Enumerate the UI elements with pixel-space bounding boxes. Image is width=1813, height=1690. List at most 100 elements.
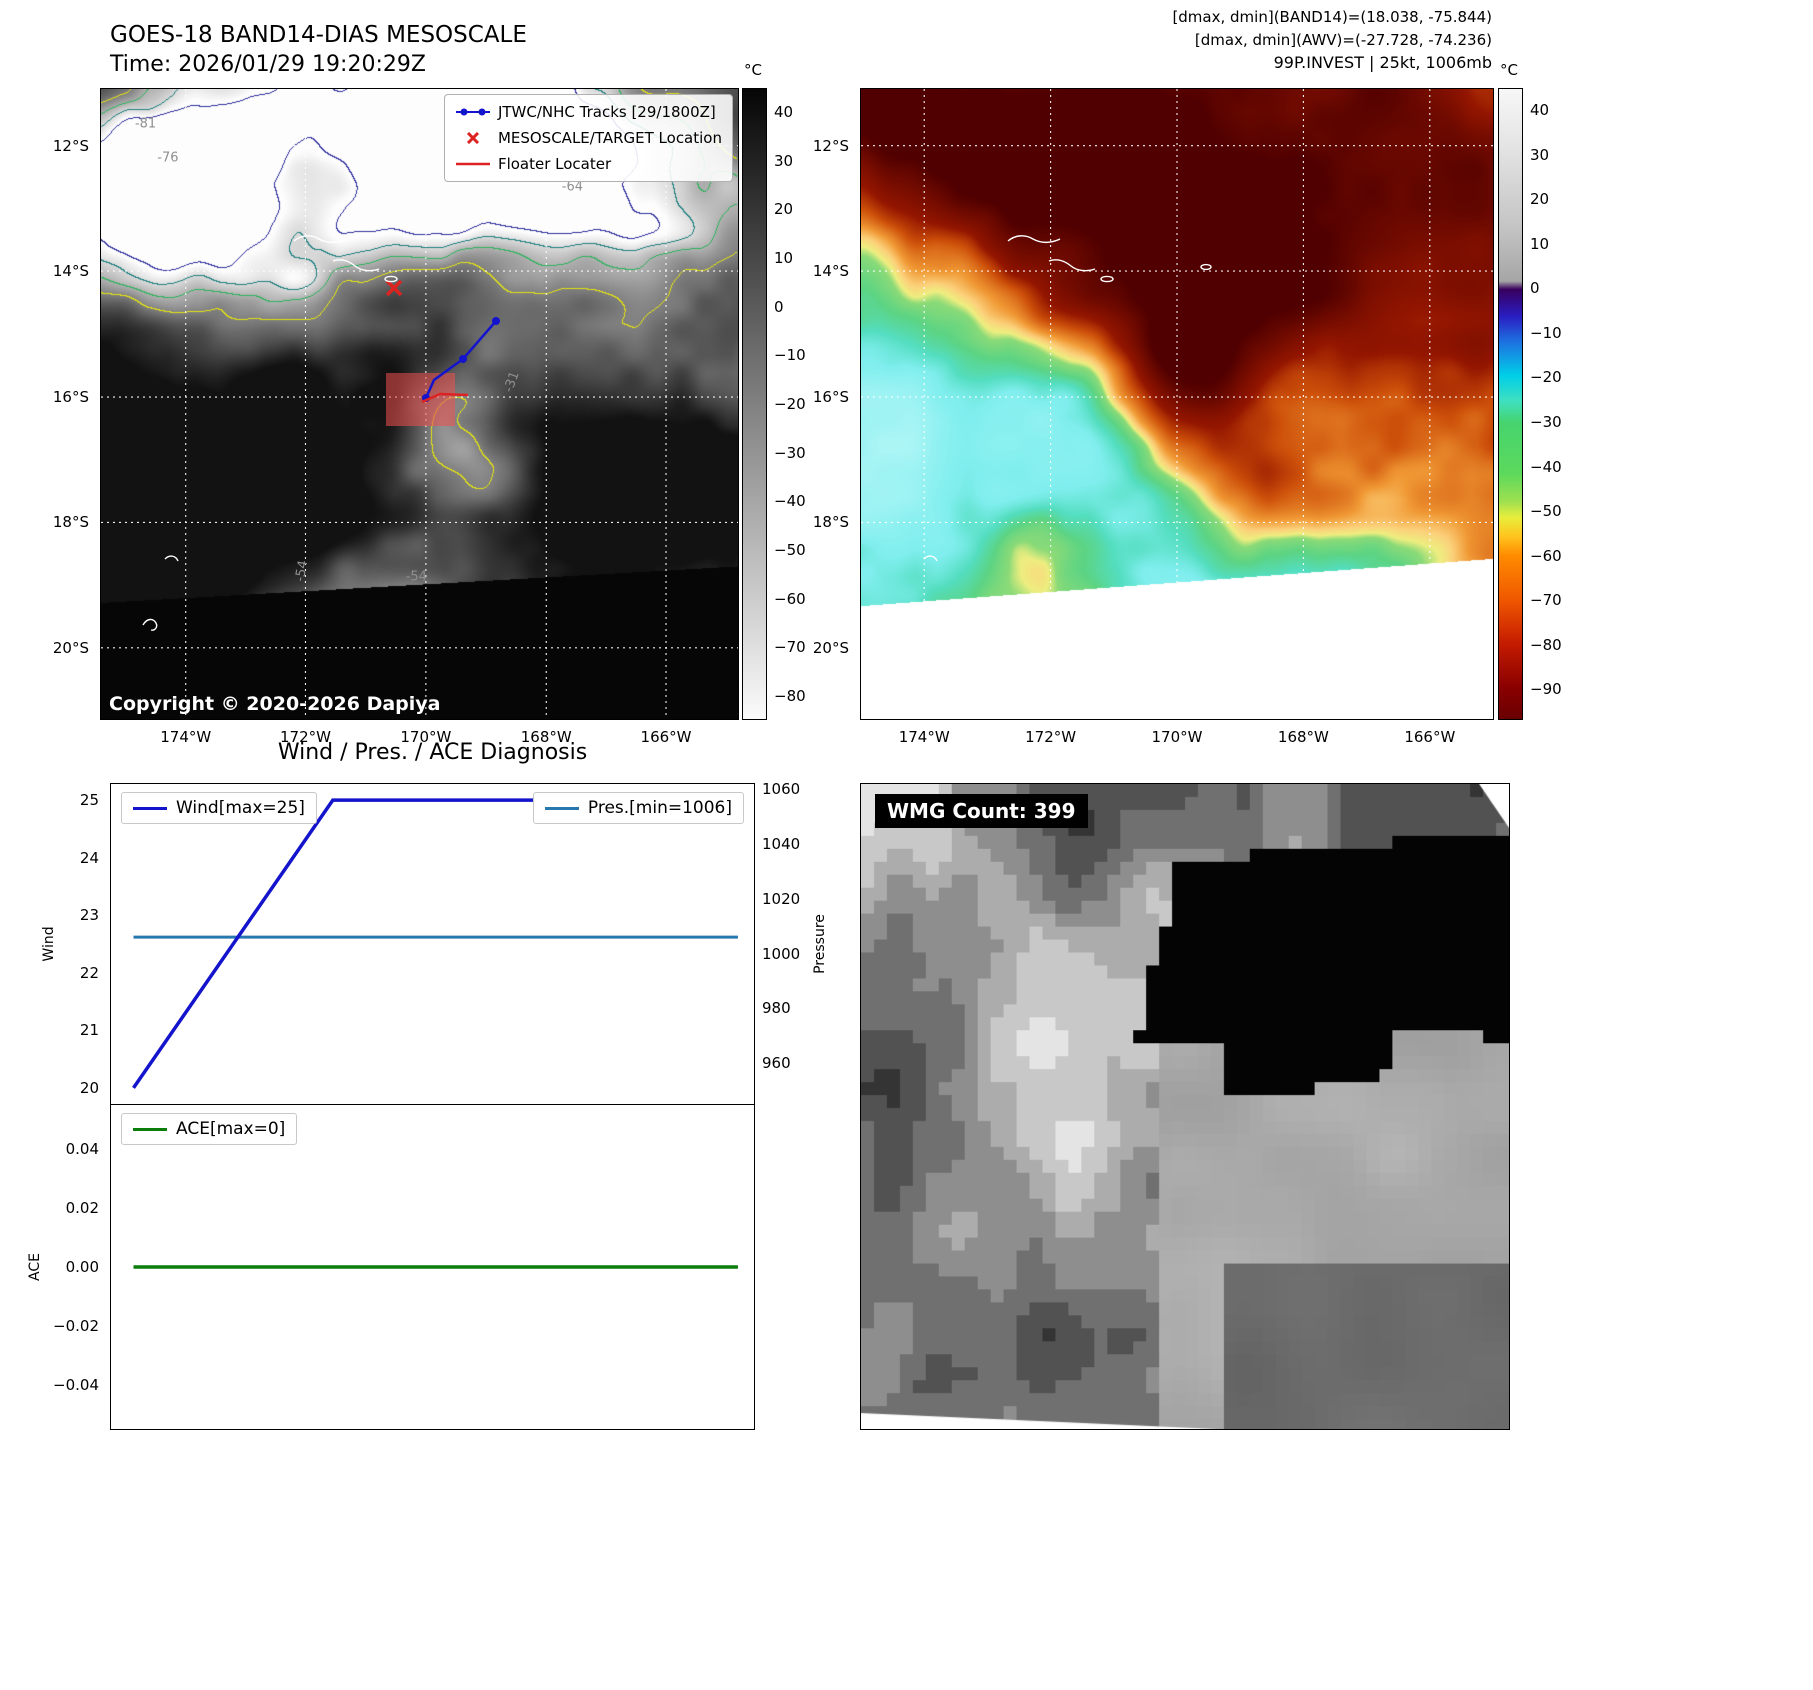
- awv-header: [dmax, dmin](BAND14)=(18.038, -75.844) […: [1172, 6, 1492, 75]
- legend-target-label: MESOSCALE/TARGET Location: [497, 129, 722, 147]
- coastline-outlines: [142, 235, 398, 631]
- colorbar-tick-label: −90: [1530, 680, 1562, 699]
- lon-tick-label: 170°W: [400, 728, 452, 746]
- ace-line-swatch: [133, 1127, 167, 1131]
- lon-tick-label: 174°W: [898, 728, 950, 746]
- legend-row-target: MESOSCALE/TARGET Location: [455, 129, 722, 147]
- wind-pressure-series: [111, 784, 754, 1104]
- colorbar-tick-label: 20: [774, 200, 794, 219]
- band14-legend: JTWC/NHC Tracks [29/1800Z] MESOSCALE/TAR…: [443, 94, 733, 182]
- colorbar-tick-label: −30: [774, 443, 806, 462]
- pressure-tick-label: 1020: [762, 889, 801, 908]
- colorbar-tick-label: −70: [1530, 591, 1562, 610]
- lon-tick-label: 172°W: [1025, 728, 1077, 746]
- awv-colorbar-gradient: [1498, 88, 1523, 720]
- legend-row-floater: Floater Locater: [455, 155, 722, 173]
- pressure-legend: Pres.[min=1006]: [532, 792, 744, 824]
- pressure-tick-label: 1060: [762, 780, 801, 799]
- storm-status-text: 99P.INVEST | 25kt, 1006mb: [1273, 53, 1492, 72]
- pressure-legend-label: Pres.[min=1006]: [587, 798, 732, 818]
- colorbar-tick-label: −40: [1530, 457, 1562, 476]
- colorbar-tick-label: −80: [1530, 635, 1562, 654]
- lon-tick-label: 168°W: [520, 728, 572, 746]
- lat-tick-label: 18°S: [52, 513, 89, 532]
- ace-legend-label: ACE[max=0]: [176, 1119, 286, 1139]
- legend-floater-line-icon: [455, 162, 490, 166]
- wind-legend-label: Wind[max=25]: [176, 798, 305, 818]
- colorbar-tick-label: −60: [774, 589, 806, 608]
- awv-minmax-text: [dmax, dmin](AWV)=(-27.728, -74.236): [1194, 30, 1492, 49]
- colorbar-tick-label: −10: [1530, 323, 1562, 342]
- colorbar-tick-label: −70: [774, 638, 806, 657]
- contour-label: -76: [157, 150, 179, 166]
- awv-annotations: [923, 235, 1212, 596]
- colorbar-tick-label: −20: [1530, 368, 1562, 387]
- legend-track-line-icon: [455, 108, 490, 116]
- wind-tick-label: 22: [79, 963, 99, 982]
- colorbar-tick-label: 10: [774, 249, 794, 267]
- copyright-text: Copyright © 2020-2026 Dapiya: [109, 693, 441, 715]
- ace-tick-label: 0.00: [65, 1258, 99, 1276]
- band14-lat-ticks: 12°S 14°S 16°S 18°S 20°S: [43, 89, 93, 719]
- colorbar-tick-label: −60: [1530, 546, 1562, 565]
- band14-colorbar-ticks: 40 30 20 10 0 −10 −20 −30 −40 −50 −60 −70 −80: [774, 88, 822, 720]
- awv-satellite-image: [861, 89, 1493, 719]
- contour-label: -64: [561, 179, 583, 195]
- ace-tick-label: −0.04: [53, 1375, 99, 1394]
- colorbar-tick-label: 10: [1530, 234, 1550, 253]
- band14-title: GOES-18 BAND14-DIAS MESOSCALE: [110, 22, 527, 48]
- lat-tick-label: 16°S: [52, 388, 89, 407]
- lat-tick-label: 18°S: [812, 513, 849, 532]
- ace-axis-ticks: 0.04 0.02 0.00 −0.02 −0.04: [47, 1105, 103, 1429]
- wind-series-line: [134, 800, 738, 1088]
- wind-legend: Wind[max=25]: [121, 792, 317, 824]
- wind-axis-ticks: 25 24 23 22 21 20: [55, 784, 103, 1104]
- mesoscale-domain-box: [386, 373, 455, 426]
- awv-colorbar-ticks: 40 30 20 10 0 −10 −20 −30 −40 −50 −60 −70 −80 −90: [1530, 88, 1578, 720]
- colorbar-tick-label: 40: [774, 103, 794, 122]
- lon-tick-label: 174°W: [160, 728, 212, 746]
- contour-label: -54: [292, 559, 311, 583]
- wind-line-swatch: [133, 806, 167, 810]
- colorbar-tick-label: 40: [1530, 101, 1550, 120]
- wmg-count-label: WMG Count: 399: [875, 794, 1088, 828]
- legend-track-label: JTWC/NHC Tracks [29/1800Z]: [497, 103, 716, 121]
- band14-lon-ticks: 174°W 172°W 170°W 168°W 166°W: [101, 719, 738, 749]
- ace-tick-label: 0.02: [65, 1199, 99, 1218]
- lat-tick-label: 20°S: [812, 638, 849, 657]
- colorbar-tick-label: 30: [774, 151, 794, 170]
- colorbar-tick-label: −20: [774, 395, 806, 413]
- colorbar-tick-label: −40: [774, 492, 806, 511]
- wind-axis-label: Wind: [41, 926, 57, 962]
- colorbar-tick-label: 0: [1530, 279, 1540, 298]
- lat-tick-label: 16°S: [812, 388, 849, 407]
- lon-tick-label: 166°W: [1404, 728, 1456, 746]
- colorbar-tick-label: −80: [774, 686, 806, 705]
- ace-tick-label: 0.04: [65, 1140, 99, 1159]
- colorbar-tick-label: 20: [1530, 190, 1550, 209]
- wind-tick-label: 23: [79, 906, 99, 925]
- lon-tick-label: 170°W: [1151, 728, 1203, 746]
- awv-colorbar: °C 40 30 20 10 0 −10 −20 −30 −40 −50 −60 −70 −80 −90: [1498, 61, 1562, 720]
- wmg-count-image: [861, 784, 1509, 1429]
- awv-map-panel: 12°S 14°S 16°S 18°S 20°S 174°W 172°W 170°W 168°…: [813, 88, 1494, 746]
- legend-row-track: JTWC/NHC Tracks [29/1800Z]: [455, 103, 722, 121]
- band14-time: Time: 2026/01/29 19:20:29Z: [110, 52, 426, 77]
- storm-track-line: [424, 320, 497, 399]
- colorbar-tick-label: −50: [774, 540, 806, 559]
- colorbar-tick-label: −10: [774, 346, 806, 365]
- lon-tick-label: 172°W: [279, 728, 331, 746]
- legend-target-x-icon: [466, 132, 479, 144]
- lat-tick-label: 14°S: [812, 262, 849, 281]
- contour-label: -31: [501, 369, 523, 395]
- colorbar-tick-label: −30: [1530, 413, 1562, 431]
- legend-floater-label: Floater Locater: [497, 155, 612, 173]
- ace-series: [111, 1105, 754, 1429]
- lat-tick-label: 12°S: [812, 136, 849, 155]
- lat-tick-label: 14°S: [52, 262, 89, 281]
- target-x-marker: [385, 279, 403, 297]
- pressure-axis-ticks: 1060 1040 1020 1000 980 960: [762, 780, 814, 1104]
- awv-colorbar-unit: °C: [1500, 61, 1518, 79]
- pressure-tick-label: 960: [762, 1054, 791, 1073]
